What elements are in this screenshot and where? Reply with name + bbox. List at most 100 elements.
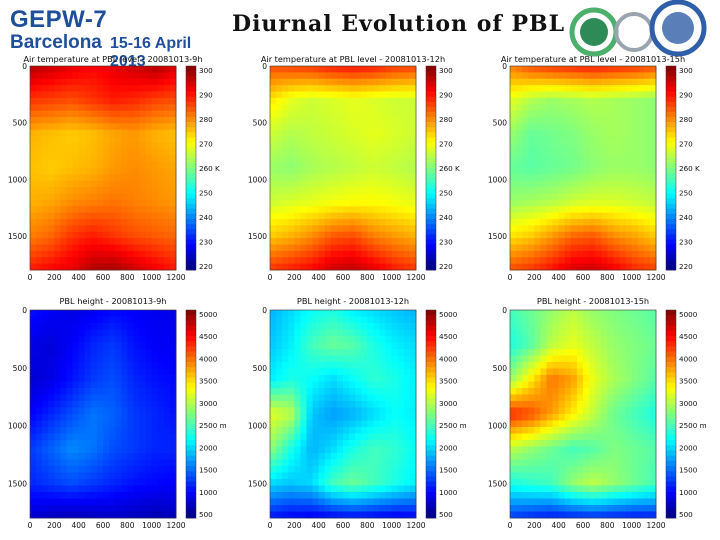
- heatmap-cell: [133, 129, 140, 137]
- heatmap-cell: [343, 375, 350, 382]
- heatmap-cell: [625, 174, 633, 182]
- heatmap-cell: [534, 511, 541, 519]
- heatmap-cell: [564, 142, 572, 150]
- heatmap-cell: [157, 225, 165, 233]
- heatmap-cell: [330, 433, 338, 441]
- heatmap-cell: [54, 355, 61, 363]
- colorbar-step: [186, 254, 196, 261]
- heatmap-cell: [558, 342, 566, 350]
- heatmap-cell: [72, 472, 80, 480]
- heatmap-cell: [96, 362, 104, 369]
- heatmap-cell: [66, 85, 73, 92]
- heatmap-cell: [589, 433, 596, 441]
- heatmap-cell: [409, 148, 417, 156]
- heatmap-cell: [534, 323, 541, 330]
- heatmap-cell: [625, 381, 633, 389]
- heatmap-cell: [397, 148, 405, 156]
- heatmap-cell: [397, 161, 405, 169]
- y-tick-label: 0: [22, 306, 27, 315]
- colorbar-step: [666, 249, 676, 256]
- heatmap-cell: [522, 446, 529, 454]
- heatmap-cell: [540, 472, 547, 480]
- heatmap-cell: [583, 485, 590, 493]
- heatmap-cell: [379, 231, 386, 239]
- heatmap-cell: [589, 219, 596, 226]
- heatmap-cell: [649, 368, 657, 376]
- colorbar-step: [666, 213, 676, 220]
- heatmap-cell: [121, 342, 128, 350]
- heatmap-cell: [139, 336, 146, 343]
- heatmap-cell: [324, 123, 332, 131]
- heatmap-cell: [631, 355, 639, 363]
- heatmap-cell: [84, 401, 92, 408]
- heatmap-cell: [522, 85, 529, 92]
- heatmap-cell: [595, 453, 602, 460]
- heatmap-cell: [643, 97, 651, 105]
- heatmap-cell: [625, 85, 633, 92]
- heatmap-cell: [54, 342, 61, 350]
- heatmap-cell: [294, 433, 301, 441]
- heatmap-cell: [288, 394, 295, 402]
- rings-logo-icon: [569, 0, 707, 57]
- heatmap-cell: [649, 180, 657, 188]
- heatmap-cell: [637, 342, 645, 350]
- heatmap-cell: [643, 316, 651, 324]
- heatmap-cell: [570, 206, 578, 214]
- colorbar-step: [426, 168, 436, 174]
- heatmap-cell: [157, 66, 165, 73]
- heatmap-cell: [72, 414, 80, 421]
- heatmap-cell: [349, 505, 356, 512]
- heatmap-cell: [528, 492, 535, 499]
- heatmap-cell: [151, 433, 159, 441]
- heatmap-cell: [595, 388, 602, 395]
- heatmap-cell: [324, 110, 332, 118]
- heatmap-cell: [528, 316, 535, 324]
- heatmap-cell: [540, 136, 547, 143]
- heatmap-cell: [312, 394, 320, 402]
- heatmap-cell: [649, 187, 657, 194]
- heatmap-cell: [613, 420, 620, 428]
- heatmap-cell: [522, 104, 529, 112]
- heatmap-cell: [637, 485, 645, 493]
- heatmap-cell: [546, 472, 553, 480]
- heatmap-cell: [564, 263, 572, 271]
- heatmap-cell: [318, 394, 326, 402]
- heatmap-cell: [72, 97, 80, 105]
- heatmap-cell: [385, 440, 393, 447]
- heatmap-cell: [367, 85, 374, 92]
- heatmap-cell: [66, 78, 73, 86]
- heatmap-cell: [109, 498, 116, 506]
- heatmap-cell: [510, 453, 517, 460]
- heatmap-cell: [349, 440, 356, 447]
- heatmap-cell: [306, 250, 313, 258]
- heatmap-cell: [127, 97, 134, 105]
- heatmap-cell: [649, 168, 657, 175]
- heatmap-cell: [42, 161, 49, 169]
- heatmap-cell: [312, 142, 320, 150]
- heatmap-cell: [619, 427, 626, 434]
- heatmap-cell: [312, 250, 320, 258]
- colorbar-step: [186, 414, 196, 420]
- heatmap-cell: [649, 142, 657, 150]
- heatmap-cell: [103, 407, 110, 415]
- heatmap-cell: [379, 414, 386, 421]
- heatmap-cell: [318, 155, 326, 163]
- heatmap-cell: [115, 453, 122, 460]
- heatmap-cell: [385, 161, 393, 169]
- heatmap-cell: [294, 85, 301, 92]
- heatmap-cell: [163, 381, 171, 389]
- heatmap-cell: [397, 362, 405, 369]
- heatmap-cell: [558, 97, 566, 105]
- heatmap-cell: [78, 349, 86, 356]
- heatmap-cell: [30, 492, 37, 499]
- heatmap-cell: [330, 72, 338, 80]
- heatmap-cell: [607, 420, 614, 428]
- heatmap-cell: [576, 219, 584, 226]
- heatmap-cell: [60, 174, 67, 182]
- heatmap-cell: [595, 316, 602, 324]
- heatmap-cell: [576, 505, 584, 512]
- heatmap-cell: [355, 394, 362, 402]
- heatmap-cell: [330, 110, 338, 118]
- heatmap-cell: [294, 479, 301, 486]
- heatmap-cell: [109, 148, 116, 156]
